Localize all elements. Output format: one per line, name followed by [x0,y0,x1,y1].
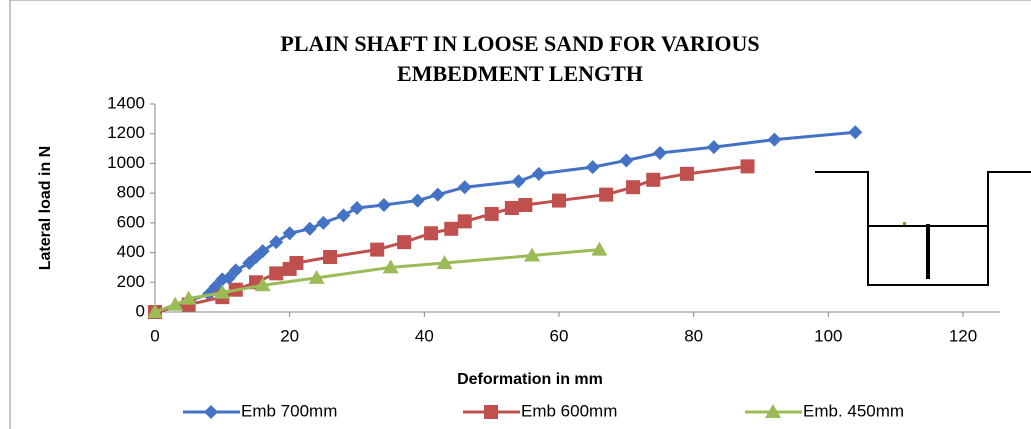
y-tick-label: 600 [117,212,145,231]
marker [585,160,600,175]
chart-title: PLAIN SHAFT IN LOOSE SAND FOR VARIOUS [280,31,759,56]
x-tick-label: 120 [949,326,977,345]
marker [254,277,271,292]
y-tick-label: 1000 [107,153,145,172]
marker [626,180,641,195]
y-tick-label: 400 [117,242,145,261]
marker [180,290,197,305]
load-point [903,222,906,225]
marker [410,193,425,208]
y-tick-label: 1400 [107,93,145,112]
legend-marker [484,405,498,419]
marker [370,242,385,257]
marker [531,166,546,181]
marker [228,263,243,278]
marker [308,269,325,284]
y-tick-label: 200 [117,272,145,291]
marker [282,226,297,241]
marker [269,266,284,281]
marker [457,214,472,229]
marker [619,153,634,168]
marker [599,187,614,202]
x-tick-label: 40 [415,326,434,345]
marker [653,146,667,161]
marker [323,250,338,265]
x-axis-title: Deformation in mm [457,371,603,388]
marker [504,201,519,215]
legend-label: Emb 700mm [241,401,337,420]
marker [767,132,782,147]
legend-marker [204,405,218,419]
marker [336,208,351,223]
marker [214,284,231,299]
marker [147,304,163,318]
marker [436,254,453,269]
marker [430,187,445,202]
marker [511,174,526,189]
marker [457,180,472,195]
marker [444,221,459,236]
x-tick-label: 100 [814,326,842,345]
y-tick-label: 1200 [107,123,145,142]
marker [302,221,317,236]
marker [740,159,755,174]
x-tick-label: 20 [280,326,299,345]
marker [591,241,608,256]
marker [552,193,566,208]
shaft-diagram [815,171,1031,286]
marker [167,296,184,311]
marker [679,166,694,181]
marker [376,198,391,213]
marker [706,140,721,155]
x-tick-label: 80 [684,326,703,345]
marker [255,244,270,259]
chart-frame [9,0,1031,429]
marker [646,172,661,187]
marker [424,226,439,241]
marker [382,259,399,274]
y-tick-label: 800 [117,183,145,202]
pit-outline [815,171,1031,286]
y-tick-label: 0 [136,301,145,320]
marker [848,125,863,140]
marker [350,201,364,215]
series-line [154,248,600,314]
marker [484,206,499,221]
marker [269,235,284,250]
marker [222,270,237,285]
legend-label: Emb. 450mm [803,401,904,420]
x-tick-label: 0 [150,326,159,345]
marker [397,235,412,250]
marker [316,215,331,230]
y-axis-title: Lateral load in N [37,146,54,270]
x-tick-label: 60 [550,326,569,345]
legend-label: Emb 600mm [521,401,617,420]
marker [524,247,541,262]
marker [518,198,533,213]
chart-title: EMBEDMENT LENGTH [397,61,643,86]
legend-marker [765,404,781,418]
marker [289,255,304,270]
